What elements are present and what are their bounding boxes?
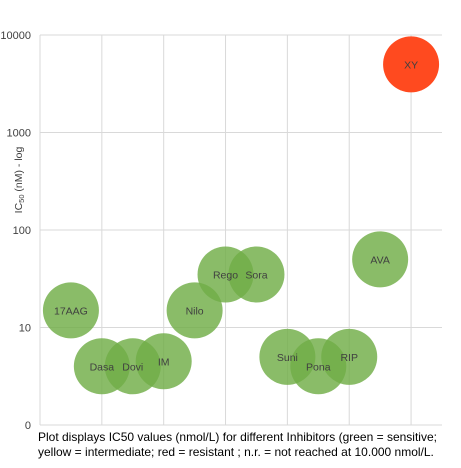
bubble-17aag [42, 282, 99, 339]
y-tick-label: 100 [13, 225, 31, 237]
bubble-label-suni: Suni [277, 352, 298, 364]
bubble-label-nilo: Nilo [186, 305, 204, 317]
y-axis-ticks: 0 10 100 1000 10000 [0, 30, 31, 430]
bubble-label-17aag: 17AAG [54, 305, 88, 317]
bubble-rip [321, 328, 378, 385]
bubble-ava [352, 231, 409, 288]
bubble-label-xy: XY [404, 59, 418, 71]
chart-caption: Plot displays IC50 values (nmol/L) for d… [38, 430, 454, 459]
bubble-xy [383, 36, 440, 93]
bubble-im [135, 333, 192, 390]
bubble-label-pona: Pona [306, 361, 331, 373]
bubble-label-im: IM [158, 356, 170, 368]
bubble-label-rip: RIP [340, 352, 358, 364]
caption-line-1: Plot displays IC50 values (nmol/L) for d… [38, 430, 437, 444]
bubble-label-dasa: Dasa [90, 361, 115, 373]
bubble-sora [228, 246, 285, 303]
bubble-label-ava: AVA [370, 254, 389, 266]
gridlines [39, 34, 442, 426]
bubbles: 17AAG Dasa Dovi IM Nilo Rego Sora Suni Pona RIP AV… [42, 36, 440, 395]
bubble-label-dovi: Dovi [122, 361, 143, 373]
bubble-label-rego: Rego [213, 269, 238, 281]
y-tick-label: 10000 [0, 30, 31, 42]
caption-line-2: yellow = intermediate; red = resistant ;… [38, 444, 434, 459]
y-axis-label: IC50 (nM) - log [13, 147, 26, 214]
y-tick-label: 1000 [7, 128, 31, 140]
y-tick-label: 0 [25, 420, 31, 430]
bubble-label-sora: Sora [245, 269, 267, 281]
y-tick-label: 10 [19, 323, 31, 335]
bubble-chart: 0 10 100 1000 10000 17AAG Dasa Dovi IM Nilo Rego S… [0, 30, 442, 430]
